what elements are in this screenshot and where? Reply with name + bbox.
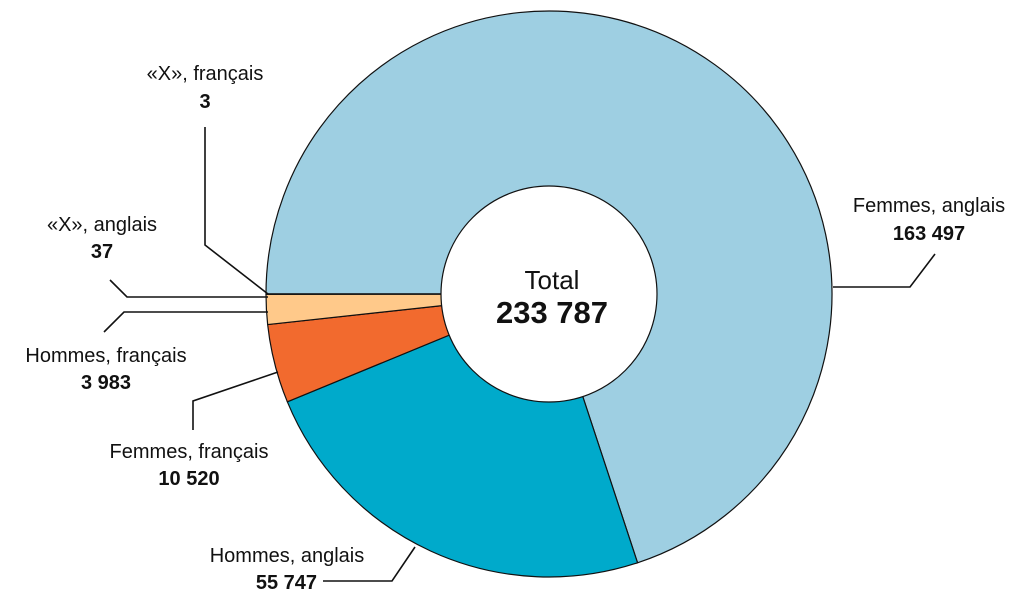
label-hommes-anglais-name: Hommes, anglais <box>210 545 365 567</box>
label-hommes-francais-value: 3 983 <box>81 372 131 394</box>
label-femmes-anglais-name: Femmes, anglais <box>853 195 1005 217</box>
label-femmes-anglais-value: 163 497 <box>893 223 965 245</box>
label-femmes-francais-value: 10 520 <box>158 468 219 490</box>
label-femmes-francais-name: Femmes, français <box>110 441 269 463</box>
center-title: Total <box>525 265 580 295</box>
label-x-francais-value: 3 <box>199 91 210 113</box>
label-x-francais-name: «X», français <box>147 63 264 85</box>
leader-hommes-francais <box>103 311 268 333</box>
label-x-anglais-value: 37 <box>91 241 113 263</box>
center-total-value: 233 787 <box>496 295 608 330</box>
leader-femmes-francais <box>192 371 279 430</box>
leader-femmes-anglais <box>833 253 936 288</box>
label-hommes-anglais-value: 55 747 <box>256 572 317 594</box>
leader-hommes-anglais <box>323 546 416 582</box>
donut-hole <box>440 185 658 403</box>
leader-x-anglais <box>109 279 268 298</box>
leader-x-francais <box>204 127 269 295</box>
label-x-anglais-name: «X», anglais <box>47 214 157 236</box>
label-hommes-francais-name: Hommes, français <box>25 345 186 367</box>
